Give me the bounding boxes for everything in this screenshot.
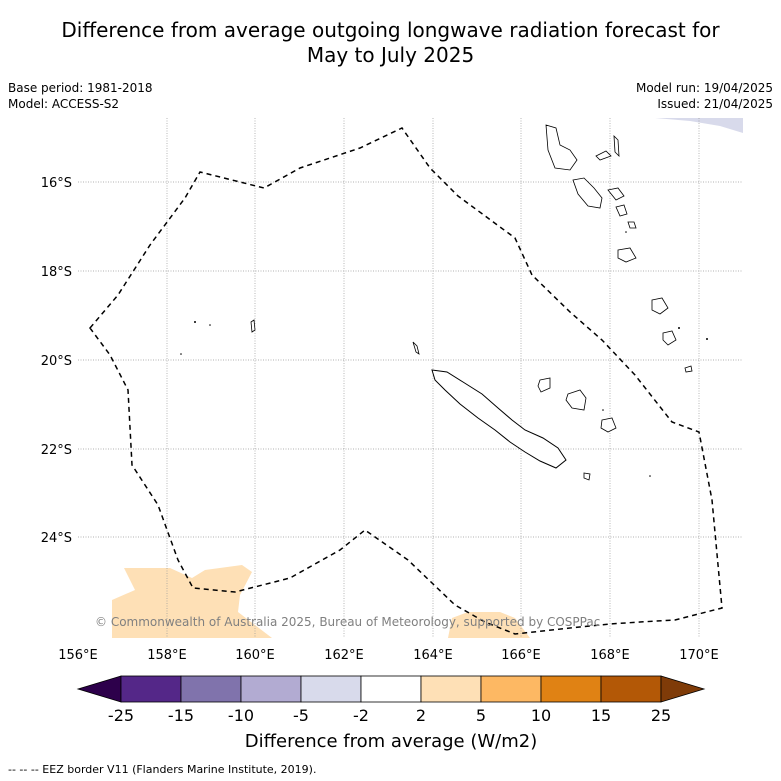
colorbar-tick: 2: [416, 706, 426, 725]
vanuatu-pentecost: [607, 187, 625, 201]
colorbar-bin-8: [540, 675, 602, 703]
colorbar-tick: -15: [168, 706, 194, 725]
new-caledonia-island: [431, 369, 567, 469]
meta-right: Model run: 19/04/2025 Issued: 21/04/2025: [636, 80, 773, 112]
lon-label-160e: 160°E: [235, 648, 275, 663]
vanuatu-epi: [615, 204, 628, 217]
loyalty-island-mare: [600, 417, 617, 433]
reef-dot-3: [180, 353, 182, 355]
isle-of-pines: [583, 472, 591, 481]
lon-label-162e: 162°E: [324, 648, 364, 663]
colorbar-tick: -2: [353, 706, 369, 725]
model-name: Model: ACCESS-S2: [8, 97, 120, 111]
anomaly-patch-southwest: [112, 565, 272, 638]
colorbar-bin-6: [420, 675, 482, 703]
vanuatu-espiritu-santo: [545, 124, 578, 171]
colorbar-bin-3: [240, 675, 302, 703]
lat-axis: 16°S 18°S 20°S 22°S 24°S: [41, 176, 72, 546]
colorbar-tick: -5: [293, 706, 309, 725]
gridlines: [78, 118, 743, 638]
lon-label-156e: 156°E: [58, 648, 98, 663]
colorbar-title: Difference from average (W/m2): [245, 731, 537, 752]
vanuatu-maewo: [613, 134, 620, 158]
copyright-notice: © Commonwealth of Australia 2025, Bureau…: [95, 615, 600, 629]
colorbar-bin-1: [120, 675, 182, 703]
vanuatu-shepherd-islets: [627, 221, 637, 229]
eez-footnote: -- -- -- EEZ border V11 (Flanders Marine…: [8, 763, 317, 776]
lon-axis: 156°E 158°E 160°E 162°E 164°E 166°E 168°…: [58, 648, 719, 663]
title-line-2: May to July 2025: [306, 43, 475, 67]
base-period: Base period: 1981-2018: [8, 81, 153, 95]
map-background: [78, 118, 743, 638]
vanuatu-efate: [617, 247, 637, 263]
reef-dot-8: [625, 231, 627, 233]
colorbar-bin-9: [600, 675, 662, 703]
vanuatu-tanna: [662, 330, 677, 346]
colorbar-extend-low: [76, 675, 122, 703]
reef-dot-1: [194, 321, 196, 323]
vanuatu-ambae: [595, 150, 612, 161]
eez-border: [89, 127, 723, 635]
colorbar-tick: 25: [651, 706, 671, 725]
colorbar-bin-7: [480, 675, 542, 703]
lat-label-20s: 20°S: [41, 354, 72, 369]
colorbar-bin-4: [300, 675, 362, 703]
lat-label-18s: 18°S: [41, 265, 72, 280]
lat-label-16s: 16°S: [41, 176, 72, 191]
colorbar-tick: -10: [228, 706, 254, 725]
belep-islet: [412, 341, 420, 355]
meta-left: Base period: 1981-2018 Model: ACCESS-S2: [8, 80, 153, 112]
colorbar-bin-2: [180, 675, 242, 703]
colorbar-tick: 15: [591, 706, 611, 725]
title-line-1: Difference from average outgoing longwav…: [61, 18, 720, 42]
loyalty-island-lifou: [565, 389, 587, 411]
map-title: Difference from average outgoing longwav…: [0, 18, 781, 68]
reef-dot-7: [602, 409, 604, 411]
issued-date: Issued: 21/04/2025: [657, 97, 773, 111]
colorbar: [76, 675, 706, 703]
colorbar-tick: 10: [531, 706, 551, 725]
vanuatu-aneityum: [684, 365, 693, 373]
anomaly-patch-northeast: [655, 118, 743, 133]
map-panel: © Commonwealth of Australia 2025, Bureau…: [78, 118, 743, 638]
reef-dot-4: [706, 338, 708, 340]
reef-dot-5: [678, 327, 680, 329]
reef-dot-6: [649, 475, 651, 477]
colorbar-bin-5: [360, 675, 422, 703]
colorbar-ticks: -25 -15 -10 -5 -2 2 5 10 15 25: [108, 706, 671, 725]
lon-label-166e: 166°E: [501, 648, 541, 663]
colorbar-extend-high: [660, 675, 706, 703]
vanuatu-erromango: [651, 297, 669, 315]
reef-islet-west: [250, 319, 256, 333]
lat-label-24s: 24°S: [41, 531, 72, 546]
lon-label-158e: 158°E: [147, 648, 187, 663]
reef-dot-2: [209, 324, 211, 326]
lat-label-22s: 22°S: [41, 443, 72, 458]
model-run: Model run: 19/04/2025: [635, 81, 773, 95]
lon-label-164e: 164°E: [413, 648, 453, 663]
loyalty-island-ouvea: [537, 377, 551, 393]
lon-label-168e: 168°E: [590, 648, 630, 663]
colorbar-tick: -25: [108, 706, 134, 725]
colorbar-tick: 5: [476, 706, 486, 725]
lon-label-170e: 170°E: [679, 648, 719, 663]
vanuatu-malekula: [572, 177, 603, 209]
